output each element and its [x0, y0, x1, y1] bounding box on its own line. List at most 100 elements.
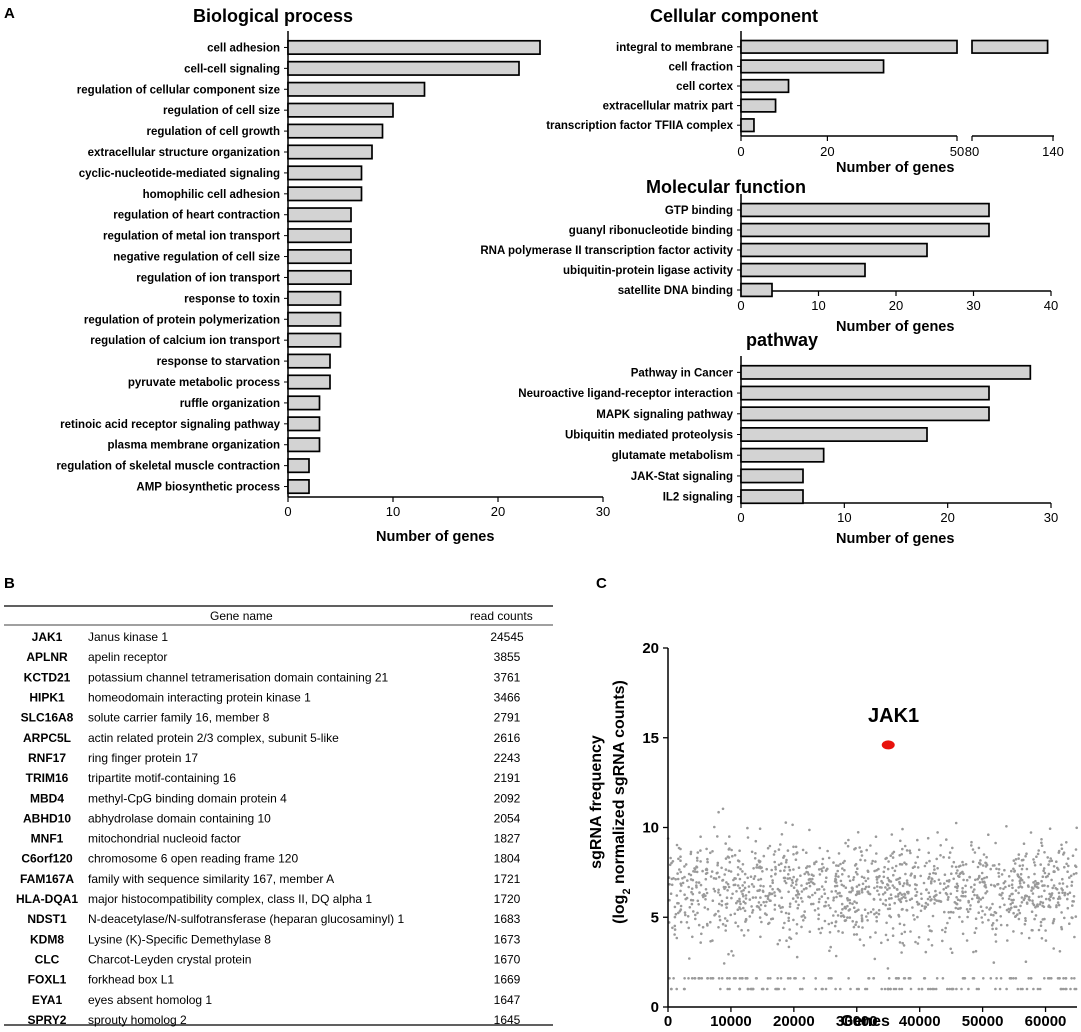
data-point: [951, 846, 954, 850]
data-point: [1071, 916, 1074, 920]
data-point: [1030, 910, 1034, 913]
data-point: [1041, 918, 1045, 921]
data-point: [1046, 856, 1049, 859]
data-point: [683, 865, 686, 868]
data-point: [1050, 878, 1053, 882]
data-point: [1068, 922, 1071, 925]
data-point: [751, 896, 755, 899]
data-point: [713, 889, 717, 893]
data-point: [905, 849, 909, 852]
data-point: [958, 899, 962, 902]
data-point: [939, 854, 942, 857]
data-point: [696, 859, 699, 862]
data-point: [896, 888, 899, 891]
data-point: [880, 879, 883, 883]
data-point: [1036, 852, 1040, 856]
data-point: [835, 884, 839, 888]
data-point: [706, 924, 709, 927]
table-cell-read-count: 1673: [494, 932, 521, 946]
data-point: [919, 892, 923, 896]
data-point: [718, 893, 722, 897]
data-point: [1022, 858, 1025, 862]
data-point: [987, 833, 990, 836]
data-point: [1000, 873, 1004, 876]
table-cell-description: mitochondrial nucleoid factor: [88, 832, 241, 846]
data-point: [972, 950, 975, 954]
data-point: [843, 905, 847, 909]
data-point: [759, 877, 763, 881]
data-point: [800, 890, 804, 893]
data-point: [1052, 917, 1056, 921]
data-point: [783, 879, 787, 883]
data-point: [694, 913, 697, 917]
table-cell-symbol: SLC16A8: [21, 711, 74, 725]
data-point: [864, 885, 868, 889]
data-point: [681, 881, 685, 885]
data-point: [741, 884, 744, 887]
data-point: [1050, 859, 1054, 863]
data-point: [1003, 903, 1006, 907]
data-point: [1010, 869, 1013, 873]
data-point: [915, 890, 919, 894]
data-point: [727, 885, 731, 889]
bar: [740, 385, 990, 401]
data-point: [984, 891, 987, 895]
data-point: [841, 861, 845, 865]
data-point: [984, 861, 987, 865]
bar: [740, 406, 990, 422]
data-point: [744, 977, 748, 980]
data-point: [702, 895, 705, 899]
data-point: [905, 879, 909, 882]
data-point: [1020, 932, 1023, 935]
data-point: [832, 914, 835, 917]
data-point: [834, 872, 838, 876]
data-point: [686, 879, 689, 882]
data-point: [787, 912, 791, 915]
bar: [740, 364, 1032, 380]
data-point: [873, 912, 876, 916]
data-point: [839, 911, 843, 915]
data-point: [1007, 897, 1011, 901]
data-point: [1070, 884, 1073, 887]
data-point: [830, 890, 833, 893]
bar: [287, 311, 342, 327]
data-point: [725, 906, 728, 909]
data-point: [741, 977, 744, 980]
data-point: [806, 865, 809, 868]
data-point: [1007, 910, 1011, 914]
data-point: [1040, 895, 1043, 898]
category-label: Ubiquitin mediated proteolysis: [565, 430, 733, 442]
data-point: [841, 914, 845, 917]
bar: [287, 332, 342, 348]
data-point: [853, 864, 857, 867]
data-point: [877, 908, 881, 912]
data-point: [1032, 887, 1035, 890]
data-point: [689, 852, 693, 856]
data-point: [974, 917, 978, 920]
x-tick-label: 10: [386, 504, 400, 519]
data-point: [746, 987, 750, 991]
data-point: [841, 908, 844, 911]
data-point: [973, 851, 977, 854]
data-point: [683, 893, 686, 896]
table-cell-description: eyes absent homolog 1: [88, 993, 212, 1007]
data-point: [1034, 879, 1037, 883]
data-point: [690, 977, 694, 980]
data-point: [883, 987, 887, 991]
data-point: [982, 853, 986, 856]
data-point: [726, 919, 729, 923]
data-point: [961, 891, 965, 895]
data-point: [674, 912, 678, 916]
data-point: [975, 987, 979, 991]
data-point: [678, 909, 682, 913]
category-label: AMP biosynthetic process: [136, 482, 280, 494]
data-point: [764, 904, 767, 908]
y-tick-label: 15: [642, 730, 659, 747]
data-point: [997, 863, 1001, 866]
data-point: [981, 864, 985, 867]
data-point: [939, 900, 943, 903]
table-cell-symbol: CLC: [35, 953, 60, 967]
data-point: [834, 987, 837, 991]
data-point: [974, 949, 978, 953]
data-point: [974, 927, 978, 930]
